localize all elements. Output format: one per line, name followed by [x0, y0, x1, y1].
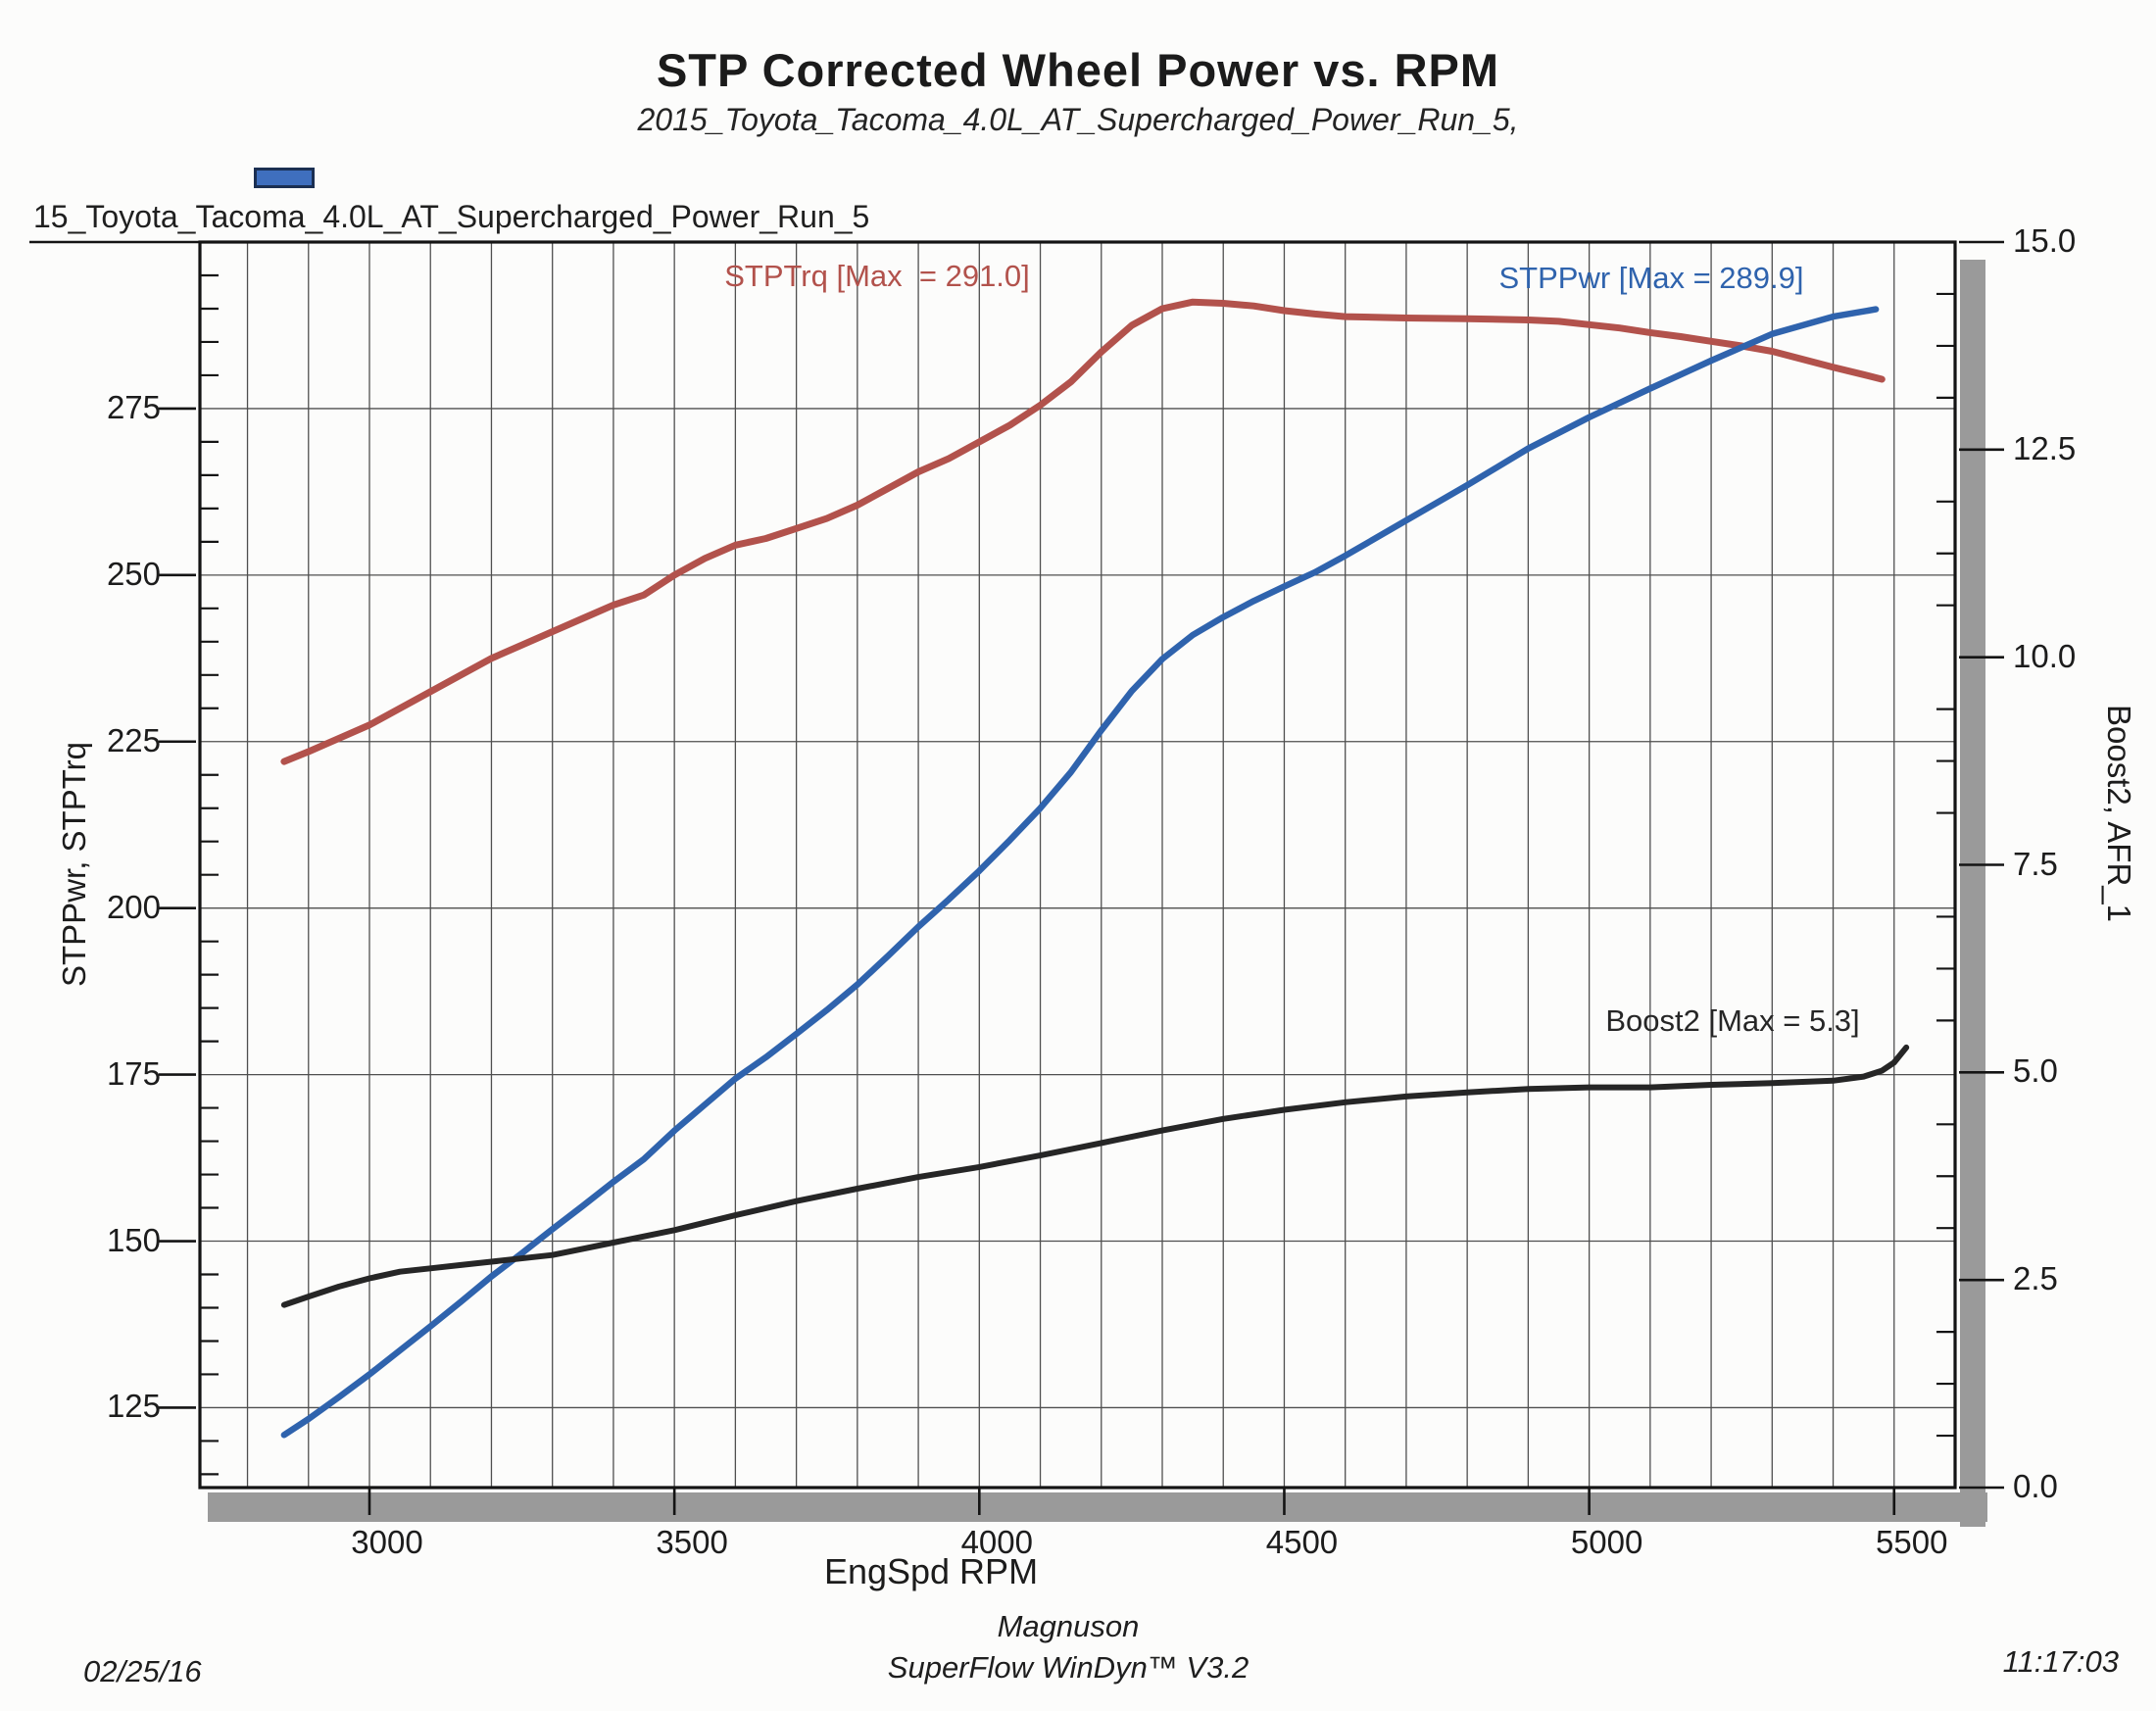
x-axis-tick-label: 3500: [656, 1524, 728, 1560]
x-axis-tick-label: 5000: [1570, 1524, 1643, 1560]
left-axis-tick-label: 275: [106, 388, 161, 425]
right-axis-tick-label: 15.0: [2013, 222, 2077, 259]
left-axis-tick-label: 250: [106, 555, 161, 592]
page-title: STP Corrected Wheel Power vs. RPM: [656, 44, 1500, 96]
curve-boost2: [280, 1044, 1910, 1308]
right-axis-tick-label: 5.0: [2013, 1052, 2058, 1090]
plot-shadow-right: [1960, 260, 1985, 1527]
stppwr-max-label: STPPwr [Max = 289.9]: [1498, 261, 1804, 295]
plot-shadow-bottom: [208, 1492, 1987, 1522]
x-axis-tick-label: 4500: [1265, 1524, 1339, 1560]
footer-brand: Magnuson: [997, 1609, 1140, 1643]
left-axis-title: STPPwr, STPTrq: [56, 742, 92, 987]
right-axis-tick-label: 10.0: [2013, 637, 2077, 674]
footer-software: SuperFlow WinDyn™ V3.2: [887, 1650, 1250, 1685]
x-axis-title: EngSpd RPM: [823, 1551, 1039, 1591]
left-axis-tick-label: 225: [106, 721, 161, 758]
right-axis-tick-label: 7.5: [2013, 845, 2058, 882]
left-axis-tick-label: 125: [106, 1388, 161, 1425]
plot-frame: [198, 240, 1957, 1490]
left-axis-tick-label: 150: [106, 1221, 161, 1258]
stptrq-max-label: STPTrq [Max = 291.0]: [724, 259, 1030, 293]
curve-stptrq: [280, 298, 1886, 765]
legend-label: 15_Toyota_Tacoma_4.0L_AT_Supercharged_Po…: [33, 199, 870, 234]
boost2-max-label: Boost2 [Max = 5.3]: [1605, 1003, 1860, 1038]
x-axis-tick-label: 5500: [1876, 1524, 1948, 1560]
legend-swatch: [254, 168, 315, 188]
page-subtitle: 2015_Toyota_Tacoma_4.0L_AT_Supercharged_…: [637, 102, 1519, 137]
right-axis-title: Boost2, AFR_1: [2101, 705, 2137, 922]
x-axis-tick-label: 4000: [960, 1524, 1033, 1560]
right-axis-tick-label: 0.0: [2013, 1468, 2058, 1504]
right-axis-tick-label: 2.5: [2013, 1260, 2058, 1297]
footer-time: 11:17:03: [2002, 1644, 2119, 1679]
footer-date: 02/25/16: [83, 1654, 202, 1688]
right-axis-tick-label: 12.5: [2013, 429, 2077, 466]
left-axis-tick-label: 175: [106, 1054, 161, 1092]
x-axis-tick-label: 3000: [351, 1524, 423, 1560]
left-axis-tick-label: 200: [106, 888, 161, 925]
curve-stppwr: [280, 306, 1880, 1439]
